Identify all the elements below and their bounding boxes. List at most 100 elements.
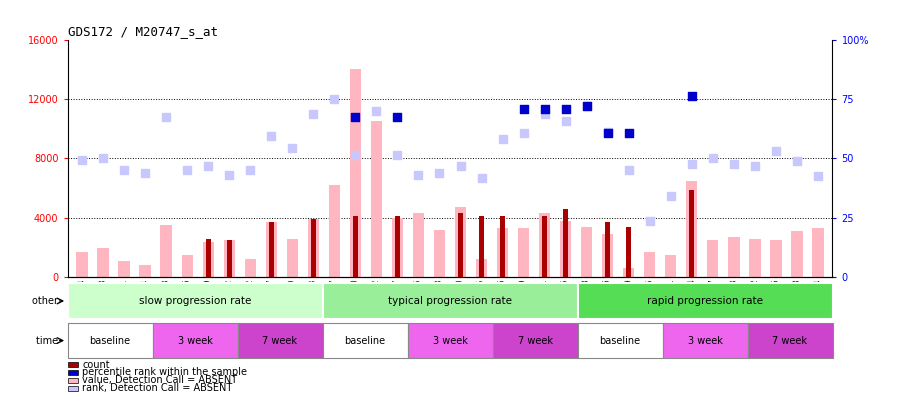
Bar [371, 121, 382, 277]
Point [201, 163, 215, 169]
Bar [623, 268, 634, 277]
Point [789, 158, 804, 164]
Bar [97, 248, 109, 277]
Text: slow progression rate: slow progression rate [139, 296, 251, 306]
Bar [328, 185, 340, 277]
Point [769, 148, 783, 154]
Bar [245, 259, 256, 277]
Bar [497, 228, 508, 277]
Bar [812, 228, 824, 277]
Point [495, 136, 509, 142]
Bar [748, 323, 832, 358]
Bar [349, 69, 361, 277]
Bar [308, 219, 320, 277]
Bar [454, 208, 466, 277]
Point [517, 106, 531, 112]
Bar [686, 181, 698, 277]
Point [517, 130, 531, 136]
Bar [728, 237, 740, 277]
Text: count: count [82, 360, 110, 369]
Point [558, 106, 572, 112]
Bar [68, 283, 322, 319]
Text: GDS172 / M20747_s_at: GDS172 / M20747_s_at [68, 25, 218, 38]
Point [748, 163, 762, 169]
Point [454, 163, 468, 169]
Text: 3 week: 3 week [177, 335, 212, 346]
Point [663, 192, 678, 199]
Text: other: other [32, 296, 61, 306]
Point [306, 110, 320, 117]
Bar [458, 213, 464, 277]
Bar [644, 252, 655, 277]
Bar [286, 238, 298, 277]
Bar [140, 265, 151, 277]
Text: baseline: baseline [89, 335, 130, 346]
Point [117, 167, 131, 173]
Bar [68, 386, 78, 390]
Bar [227, 240, 232, 277]
Point [600, 130, 615, 136]
Bar [662, 323, 748, 358]
Text: baseline: baseline [345, 335, 385, 346]
Bar [353, 216, 358, 277]
Bar [706, 240, 718, 277]
Bar [518, 228, 529, 277]
Bar [322, 323, 408, 358]
Bar [322, 283, 578, 319]
Bar [578, 283, 833, 319]
Point [285, 145, 300, 151]
Bar [76, 252, 88, 277]
Point [685, 161, 699, 168]
Text: time: time [36, 335, 61, 346]
Point [96, 154, 111, 161]
Point [726, 161, 741, 168]
Point [369, 108, 383, 114]
Text: percentile rank within the sample: percentile rank within the sample [82, 367, 248, 377]
Point [558, 118, 572, 124]
Point [391, 152, 405, 158]
Bar [408, 323, 492, 358]
Bar [689, 190, 694, 277]
Bar [492, 323, 578, 358]
Point [474, 175, 489, 181]
Bar [206, 238, 211, 277]
Point [348, 114, 363, 120]
Point [348, 152, 363, 158]
Bar [560, 221, 572, 277]
Bar [160, 225, 172, 277]
Bar [770, 240, 781, 277]
Point [621, 167, 635, 173]
Text: rapid progression rate: rapid progression rate [647, 296, 763, 306]
Text: baseline: baseline [599, 335, 641, 346]
Bar [580, 227, 592, 277]
Bar [605, 222, 610, 277]
Bar [542, 216, 547, 277]
Text: 3 week: 3 week [433, 335, 467, 346]
Point [580, 103, 594, 110]
Bar [68, 323, 152, 358]
Bar [266, 222, 277, 277]
Bar [223, 240, 235, 277]
Bar [791, 231, 803, 277]
Point [811, 173, 825, 179]
Point [159, 114, 174, 120]
Bar [395, 216, 400, 277]
Bar [665, 255, 677, 277]
Bar [310, 219, 316, 277]
Bar [152, 323, 238, 358]
Text: typical progression rate: typical progression rate [388, 296, 512, 306]
Text: 7 week: 7 week [772, 335, 807, 346]
Point [706, 155, 720, 162]
Point [328, 96, 342, 102]
Text: 7 week: 7 week [263, 335, 298, 346]
Bar [119, 261, 130, 277]
Point [411, 171, 426, 178]
Point [138, 170, 152, 176]
Bar [269, 222, 274, 277]
Bar [413, 213, 424, 277]
Point [643, 217, 657, 224]
Text: value, Detection Call = ABSENT: value, Detection Call = ABSENT [82, 375, 238, 385]
Text: 7 week: 7 week [518, 335, 553, 346]
Point [621, 130, 635, 136]
Bar [68, 362, 78, 367]
